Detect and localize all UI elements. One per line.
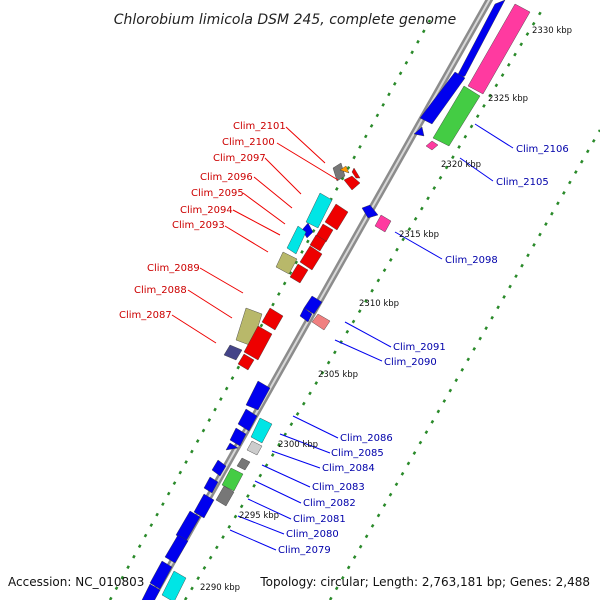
gene-label: Clim_2088 bbox=[134, 285, 187, 296]
tick-label: 2310 kbp bbox=[359, 299, 399, 309]
gene-clim-2106 bbox=[419, 71, 466, 125]
gene-clim-2095 bbox=[286, 225, 307, 255]
gene-green-large bbox=[432, 85, 481, 147]
gene-label: Clim_2082 bbox=[303, 498, 356, 509]
gene-clim-2105-arrow bbox=[413, 126, 425, 137]
gene-clim-2082-b bbox=[203, 476, 219, 494]
gene-magenta-large bbox=[467, 3, 531, 95]
gene-clim-2083-a bbox=[211, 459, 227, 477]
gene-clim-2101 bbox=[332, 162, 346, 182]
gene-clim-2087-a bbox=[261, 307, 284, 331]
gene-clim-2090 bbox=[311, 313, 331, 331]
blue-gene-labels: Clim_2106 Clim_2105 Clim_2098 Clim_2091 … bbox=[278, 144, 569, 556]
gene-clim-2079 bbox=[164, 534, 189, 564]
gene-label: Clim_2094 bbox=[180, 205, 233, 216]
tick-label: 2300 kbp bbox=[278, 440, 318, 450]
tick-label: 2330 kbp bbox=[532, 26, 572, 36]
gene-label: Clim_2079 bbox=[278, 545, 331, 556]
guide-dots-right bbox=[328, 129, 600, 600]
gene-2290-a bbox=[149, 560, 173, 590]
accession-text: Accession: NC_010803 bbox=[8, 575, 144, 589]
gene-clim-2086-b bbox=[237, 408, 258, 432]
gene-clim-2081 bbox=[215, 485, 235, 507]
tick-label: 2320 kbp bbox=[441, 160, 481, 170]
topology-text: Topology: circular; Length: 2,763,181 bp… bbox=[259, 575, 590, 589]
gene-label: Clim_2084 bbox=[322, 463, 375, 474]
forward-strand-genes bbox=[161, 3, 531, 600]
gene-clim-2100 bbox=[339, 165, 350, 174]
gene-clim-2087-b bbox=[243, 325, 273, 361]
gene-clim-2097 bbox=[305, 192, 333, 229]
gene-clim-2093-e bbox=[289, 263, 309, 284]
kbp-ticks: 2290 kbp 2295 kbp 2300 kbp 2305 kbp 2310… bbox=[200, 26, 572, 593]
gene-clim-2084-small bbox=[225, 442, 239, 451]
gene-clim-2086 bbox=[250, 417, 273, 444]
reverse-strand-genes bbox=[141, 0, 506, 600]
gene-clim-2089 bbox=[235, 307, 263, 347]
gene-label: Clim_2096 bbox=[200, 172, 253, 183]
red-gene-labels: Clim_2101 Clim_2100 Clim_2097 Clim_2096 … bbox=[119, 121, 286, 321]
blue-leader-lines bbox=[229, 123, 514, 551]
gene-label: Clim_2100 bbox=[222, 137, 275, 148]
gene-clim-2080 bbox=[193, 493, 215, 519]
gene-clim-2084 bbox=[246, 440, 263, 456]
gene-clim-2086-a bbox=[245, 380, 271, 411]
guide-dots-left bbox=[108, 19, 432, 600]
tick-label: 2290 kbp bbox=[200, 583, 240, 593]
gene-label: Clim_2087 bbox=[119, 310, 172, 321]
gene-label: Clim_2085 bbox=[331, 448, 384, 459]
gene-label: Clim_2098 bbox=[445, 255, 498, 266]
gene-label: Clim_2097 bbox=[213, 153, 266, 164]
gene-clim-2098-arrow bbox=[361, 204, 379, 219]
tick-label: 2315 kbp bbox=[399, 230, 439, 240]
gene-clim-2098 bbox=[374, 214, 392, 233]
gene-2290-b bbox=[141, 583, 161, 600]
gene-clim-2087-c bbox=[237, 353, 255, 371]
gene-clim-2093-a bbox=[324, 203, 349, 231]
gene-label: Clim_2095 bbox=[191, 188, 244, 199]
tick-label: 2325 kbp bbox=[488, 94, 528, 104]
gene-clim-2101-red bbox=[351, 167, 361, 179]
gene-label: Clim_2105 bbox=[496, 177, 549, 188]
gene-clim-2083 bbox=[236, 457, 251, 471]
gene-clim-2088 bbox=[223, 344, 243, 361]
gene-clim-2100-red bbox=[343, 175, 361, 191]
red-leader-lines bbox=[171, 126, 339, 344]
gene-clim-2085 bbox=[229, 427, 247, 447]
gene-magenta-small bbox=[425, 140, 439, 151]
gene-label: Clim_2086 bbox=[340, 433, 393, 444]
gene-clim-2093-c bbox=[309, 234, 327, 252]
gene-label: Clim_2081 bbox=[293, 514, 346, 525]
gene-clim-2091-a bbox=[303, 295, 323, 315]
genome-title: Chlorobium limicola DSM 245, complete ge… bbox=[114, 12, 457, 28]
gene-clim-2094 bbox=[275, 251, 298, 275]
gene-label: Clim_2091 bbox=[393, 342, 446, 353]
gene-label: Clim_2090 bbox=[384, 357, 437, 368]
gene-label: Clim_2101 bbox=[233, 121, 286, 132]
gene-label: Clim_2080 bbox=[286, 529, 339, 540]
gene-label: Clim_2106 bbox=[516, 144, 569, 155]
gene-clim-2082 bbox=[221, 467, 244, 492]
gene-label: Clim_2093 bbox=[172, 220, 225, 231]
gene-label: Clim_2083 bbox=[312, 482, 365, 493]
gene-clim-2093-d bbox=[299, 245, 323, 271]
tick-label: 2295 kbp bbox=[239, 511, 279, 521]
tick-label: 2305 kbp bbox=[318, 370, 358, 380]
guide-dots bbox=[108, 4, 600, 600]
gene-clim-2091-b bbox=[299, 307, 313, 323]
gene-label: Clim_2089 bbox=[147, 263, 200, 274]
